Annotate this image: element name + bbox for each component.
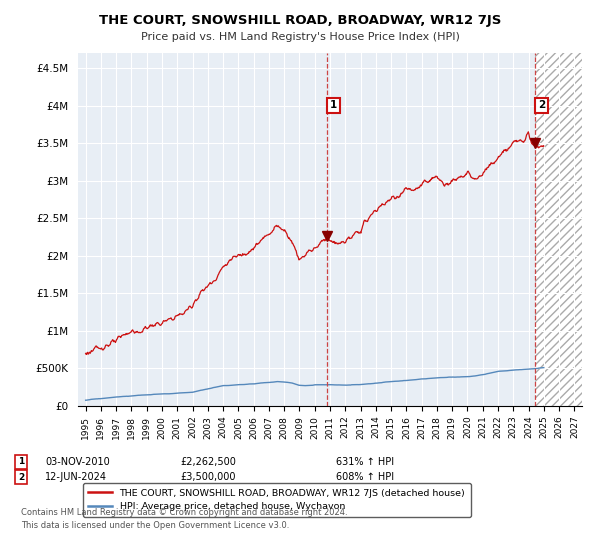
- Text: 03-NOV-2010: 03-NOV-2010: [45, 457, 110, 467]
- Text: 1: 1: [329, 100, 337, 110]
- Text: 12-JUN-2024: 12-JUN-2024: [45, 472, 107, 482]
- Text: £2,262,500: £2,262,500: [180, 457, 236, 467]
- Text: 2: 2: [538, 100, 545, 110]
- Text: 608% ↑ HPI: 608% ↑ HPI: [336, 472, 394, 482]
- Legend: THE COURT, SNOWSHILL ROAD, BROADWAY, WR12 7JS (detached house), HPI: Average pri: THE COURT, SNOWSHILL ROAD, BROADWAY, WR1…: [83, 483, 471, 517]
- Text: 2: 2: [18, 473, 24, 482]
- Text: Price paid vs. HM Land Registry's House Price Index (HPI): Price paid vs. HM Land Registry's House …: [140, 32, 460, 43]
- Text: 631% ↑ HPI: 631% ↑ HPI: [336, 457, 394, 467]
- Text: 1: 1: [18, 458, 24, 466]
- Text: Contains HM Land Registry data © Crown copyright and database right 2024.: Contains HM Land Registry data © Crown c…: [21, 508, 347, 517]
- Text: This data is licensed under the Open Government Licence v3.0.: This data is licensed under the Open Gov…: [21, 521, 289, 530]
- Text: £3,500,000: £3,500,000: [180, 472, 235, 482]
- Text: THE COURT, SNOWSHILL ROAD, BROADWAY, WR12 7JS: THE COURT, SNOWSHILL ROAD, BROADWAY, WR1…: [99, 14, 501, 27]
- Bar: [535, 53, 582, 406]
